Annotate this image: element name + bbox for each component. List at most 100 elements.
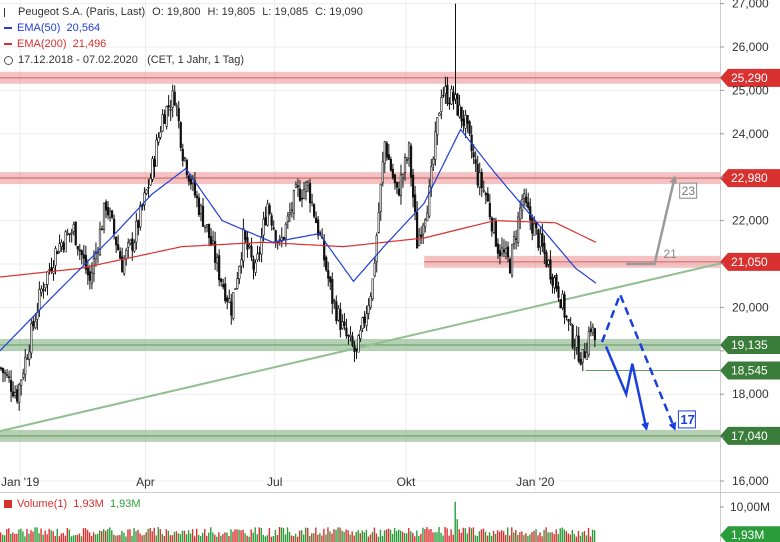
volume-bar [488,532,491,542]
volume-bar [399,530,402,542]
candle-body [189,178,192,185]
candle-body [155,139,158,167]
candle-body [286,215,289,223]
candle-body [510,244,514,276]
volume-bar [165,529,168,542]
candle-body [381,161,384,184]
candle-body [26,358,29,360]
candle-body [151,158,154,180]
candle-body [298,188,302,201]
candle-body [583,351,586,359]
volume-bar [181,530,184,542]
candle-body [351,336,354,346]
volume-bar [280,527,283,542]
clock-icon [4,55,13,65]
volume-bar [498,531,501,542]
volume-bar [359,533,361,542]
candle-body [422,224,425,235]
candle-body [260,236,263,255]
candle-body [452,92,455,102]
volume-bar [385,529,388,542]
time-tick-label: Jan '20 [516,475,555,489]
volume-bar [333,529,335,542]
volume-bar [58,536,60,542]
candle-body [54,248,57,266]
candle-body [442,94,445,97]
volume-bar [101,531,103,542]
candle-body [371,278,374,299]
volume-bar [107,529,109,542]
volume-value-1: 1,93M [73,498,104,510]
candle-body [333,300,336,302]
volume-bar [78,533,81,542]
volume-bar [230,529,232,542]
candle-body [161,114,164,132]
volume-bar [62,532,65,542]
volume-bar [40,528,42,542]
volume-bar [533,530,535,542]
volume-bar [282,527,285,542]
candle-body [559,299,562,309]
candle-body [179,122,182,148]
volume-bar [141,535,143,542]
volume-bar [278,527,281,542]
candle-body [14,392,17,396]
volume-bar [276,535,279,542]
candle-body [476,163,479,186]
candle-body [405,158,409,161]
candle-body [228,298,231,303]
level-label-tag [720,426,780,445]
candle-body [391,169,394,179]
volume-bar [444,527,446,542]
candle-body [420,234,423,238]
volume-bar [361,530,363,542]
candle-body [90,272,93,284]
volume-bar [232,531,234,542]
candle-body [212,240,215,244]
volume-bar [446,528,448,542]
volume-bar [210,527,212,542]
range-legend: 17.12.2018 - 07.02.2020 (CET, 1 Jahr, 1 … [4,52,363,68]
volume-bar [258,527,260,542]
candle-body [466,115,469,124]
candle-body [127,242,130,248]
candle-body [183,157,186,160]
candle-body [274,230,277,242]
volume-bar [458,529,460,542]
volume-bar [567,533,570,542]
candle-body [448,102,451,105]
volume-bar [90,536,93,542]
volume-bar [460,532,462,542]
candle-body [40,288,43,293]
volume-bar [288,531,291,542]
volume-label: Volume(1) [17,498,68,510]
candle-body [312,204,316,217]
candle-body [62,243,65,250]
volume-bar [513,532,515,542]
volume-bar [42,534,44,542]
volume-bar [228,536,230,542]
time-tick-label: Jul [267,475,282,489]
candle-body [80,250,83,256]
volume-bar [54,536,56,542]
volume-bar [406,533,408,542]
volume-bar [30,530,32,542]
candle-body [416,211,419,249]
candle-body [220,278,223,283]
candle-body [139,204,142,228]
candle-body [288,212,291,215]
volume-bar [80,536,83,542]
candle-body [216,257,219,264]
volume-bar [492,530,495,542]
candle-body [531,217,534,234]
volume-bar [103,529,105,542]
candle-body [66,232,69,235]
volume-bar [242,529,244,542]
candle-body [525,196,528,203]
volume-bar [252,532,254,542]
candle-body [165,106,168,127]
candle-body [32,321,35,327]
candle-body [553,277,556,288]
candle-body [302,189,306,199]
candle-body [135,220,138,243]
